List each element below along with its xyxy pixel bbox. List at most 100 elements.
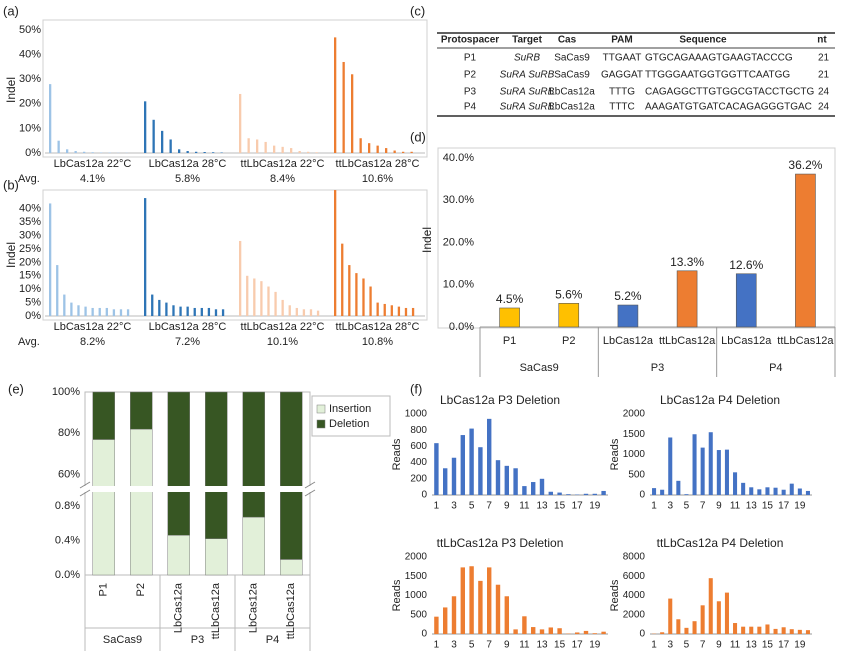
bar [169,139,172,153]
y-tick-label: 30% [19,73,41,85]
bar [499,307,520,328]
bar [390,305,393,316]
bar [765,624,770,634]
bar [274,291,277,316]
bar [668,437,673,495]
bar-segment [242,391,265,518]
x-tick-label: 5 [684,640,690,651]
y-tick-label: 40% [19,49,41,61]
table-cell: LbCas12a [549,102,595,113]
bar [112,309,116,316]
bar-segment [205,391,228,539]
bar [692,621,697,634]
bar [298,151,301,153]
x-tick-label: 11 [730,640,741,651]
bar [402,151,405,153]
group-label: LbCas12a 28°C [149,158,227,170]
bar [795,173,816,328]
bar [63,294,66,316]
table-cell: SaCas9 [554,53,590,64]
x-tick-label: 15 [762,501,774,512]
x-tick-label: P2 [135,583,147,596]
y-tick-label: 1000 [405,590,428,601]
x-tick-label: 11 [730,501,741,512]
break-mark [304,481,316,489]
y-tick-label: 1500 [405,571,428,582]
bar [393,150,396,153]
x-tick-label: ttLbCas12a [285,582,297,639]
x-tick-label: 15 [554,640,566,651]
bar [246,275,249,316]
group-label: LbCas12a 22°C [54,158,132,170]
y-tick-label: 500 [410,609,427,620]
x-tick-label: 19 [589,640,601,651]
bar [708,578,713,634]
bar [376,302,379,316]
bar [781,489,786,495]
bar-segment [130,428,153,576]
bar [660,489,665,495]
bar [193,307,196,316]
y-axis-label: Indel [4,242,18,268]
y-tick-label: 8000 [623,552,646,563]
bar [307,151,310,153]
y-tick-label: 50% [19,24,41,36]
bar [348,265,351,316]
bar [355,273,358,316]
y-axis-label: Reads [609,579,621,611]
chart-title: ttLbCas12a P3 Deletion [437,536,564,550]
x-tick-label: 1 [651,501,657,512]
bar-segment [242,516,265,576]
x-tick-label: LbCas12a [248,582,260,633]
x-tick-label: 1 [651,640,657,651]
bar [98,307,101,316]
bar [676,270,698,328]
bar-segment [92,439,115,576]
bar [144,101,147,153]
bar [341,243,344,316]
y-tick-label: 1500 [623,429,646,440]
bar [273,145,276,153]
x-tick-label: P1 [98,583,110,596]
bar [676,619,681,634]
y-axis-label: Reads [391,438,403,470]
bar [469,566,474,634]
bar [334,37,337,153]
table-cell: SaCas9 [554,70,590,81]
bar [397,306,401,316]
bar [253,278,256,316]
bar [451,596,457,634]
y-tick-label: 2000 [405,552,428,563]
bar [557,492,562,495]
bar [548,491,553,495]
y-tick-label: 0.4% [55,534,80,546]
bar [239,93,242,153]
panel-label: (f) [410,381,422,396]
bar [70,302,73,316]
plot-frame [42,19,428,158]
chart-title: LbCas12a P4 Deletion [660,393,780,407]
x-tick-label: ttLbCas12a [777,335,834,347]
x-tick-label: 17 [778,501,790,512]
bar [700,447,705,495]
bar [566,494,571,495]
value-label: 4.5% [496,292,524,306]
y-tick-label: 600 [410,441,427,452]
x-tick-label: 9 [716,501,722,512]
y-tick-label: 0.8% [55,500,80,512]
avg-value: 8.4% [270,173,295,185]
group-label: LbCas12a 28°C [149,321,227,333]
bar [302,309,306,316]
table-cell: SuRB [514,53,540,64]
plot-frame [84,391,311,576]
bar [765,487,770,495]
group-label: P4 [769,362,782,374]
bar [781,627,786,634]
bar [539,478,545,495]
y-tick-label: 4000 [623,590,646,601]
bar [212,152,215,153]
avg-value: 5.8% [175,173,200,185]
avg-value: 10.8% [362,336,393,348]
y-tick-label: 0 [639,490,645,501]
y-tick-label: 10.0% [443,279,474,291]
